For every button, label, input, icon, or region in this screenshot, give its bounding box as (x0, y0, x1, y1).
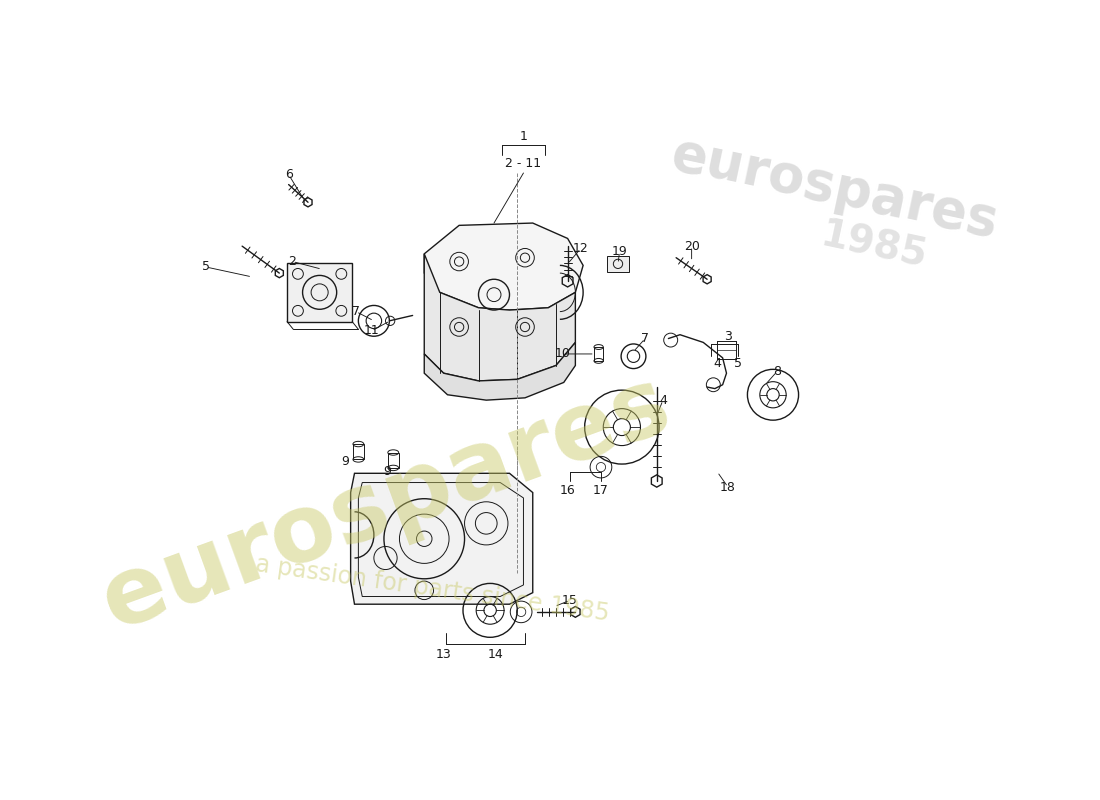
Text: 13: 13 (436, 648, 451, 661)
Text: eurospares: eurospares (667, 128, 1003, 249)
Bar (353, 444, 364, 459)
Text: 4: 4 (659, 394, 667, 406)
Bar (594, 347, 603, 361)
Text: 15: 15 (562, 594, 578, 607)
Polygon shape (607, 256, 629, 271)
Text: 7: 7 (641, 332, 649, 345)
Text: 8: 8 (773, 365, 781, 378)
Text: 7: 7 (352, 305, 360, 318)
Text: 19: 19 (612, 245, 627, 258)
Polygon shape (425, 223, 583, 310)
Text: 17: 17 (593, 484, 609, 497)
Polygon shape (425, 254, 575, 381)
Text: 5: 5 (201, 261, 210, 274)
Text: eurospares: eurospares (89, 358, 682, 650)
Text: 4: 4 (713, 358, 722, 370)
Text: 5: 5 (734, 358, 742, 370)
Polygon shape (287, 263, 352, 322)
Text: 9: 9 (341, 455, 349, 468)
Bar (388, 453, 398, 468)
Text: 2: 2 (288, 255, 296, 268)
Text: a passion for parts since 1985: a passion for parts since 1985 (253, 552, 610, 626)
Text: 14: 14 (487, 648, 504, 661)
Text: 9: 9 (383, 466, 390, 478)
Text: 18: 18 (720, 481, 736, 494)
Text: 11: 11 (364, 324, 380, 338)
Polygon shape (351, 474, 532, 604)
Polygon shape (425, 342, 575, 400)
Text: 12: 12 (573, 242, 588, 255)
Text: 1: 1 (519, 130, 527, 142)
Text: 2 - 11: 2 - 11 (505, 158, 541, 170)
Text: 1985: 1985 (817, 216, 931, 276)
Text: 6: 6 (285, 168, 293, 181)
Text: 10: 10 (554, 347, 570, 361)
Text: 3: 3 (724, 330, 732, 342)
Text: 16: 16 (560, 484, 575, 497)
Text: 20: 20 (684, 240, 700, 253)
